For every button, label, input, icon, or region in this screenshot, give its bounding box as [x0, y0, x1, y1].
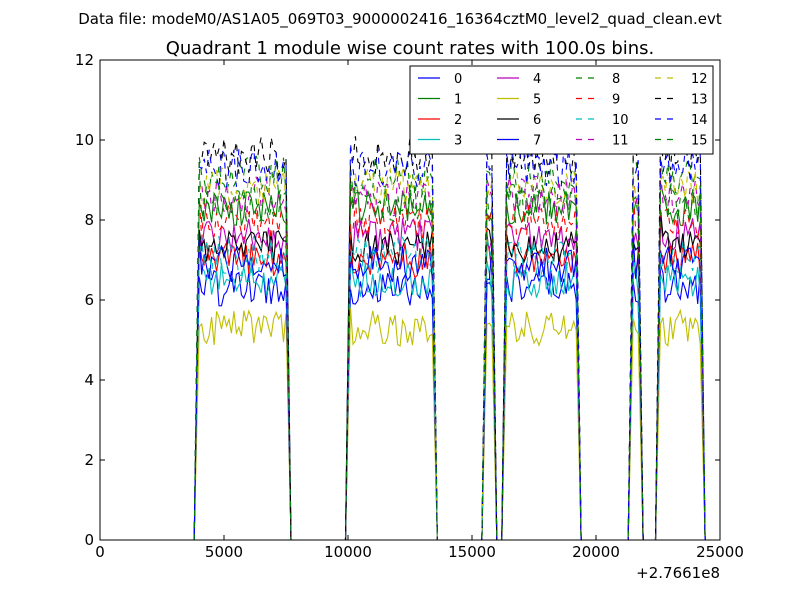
legend-label-6: 6	[533, 113, 541, 128]
y-tick-label: 2	[84, 451, 94, 469]
legend-label-10: 10	[612, 113, 629, 128]
series-line-10	[193, 235, 706, 540]
y-tick-label: 4	[84, 371, 94, 389]
y-tick-label: 12	[75, 51, 94, 69]
x-offset-label: +2.7661e8	[636, 564, 720, 582]
x-tick-label: 10000	[324, 543, 372, 561]
legend-label-15: 15	[691, 134, 708, 149]
y-tick-label: 0	[84, 531, 94, 549]
x-tick-label: 25000	[696, 543, 744, 561]
legend-label-11: 11	[612, 134, 629, 149]
legend-label-1: 1	[454, 93, 462, 108]
legend-label-13: 13	[691, 93, 708, 108]
series-line-14	[193, 143, 706, 540]
x-tick-label: 5000	[205, 543, 243, 561]
legend-label-9: 9	[612, 93, 620, 108]
chart-title: Quadrant 1 module wise count rates with …	[166, 38, 655, 59]
y-tick-label: 8	[84, 211, 94, 229]
legend-label-8: 8	[612, 72, 620, 87]
x-tick-label: 15000	[448, 543, 496, 561]
legend-box	[409, 65, 714, 155]
x-tick-label: 20000	[572, 543, 620, 561]
legend-label-2: 2	[454, 113, 462, 128]
y-tick-label: 10	[75, 131, 94, 149]
data-file-label: Data file: modeM0/AS1A05_069T03_90000024…	[78, 10, 722, 29]
series-layer	[193, 132, 706, 540]
legend-label-14: 14	[691, 113, 708, 128]
y-tick-label: 6	[84, 291, 94, 309]
legend-label-3: 3	[454, 134, 462, 149]
series-line-5	[193, 307, 706, 540]
legend-label-12: 12	[691, 72, 708, 87]
x-tick-label: 0	[95, 543, 105, 561]
plot-frame	[99, 59, 721, 541]
legend-label-0: 0	[454, 72, 462, 87]
series-line-12	[193, 167, 706, 540]
series-line-15	[193, 162, 706, 540]
legend-label-5: 5	[533, 93, 541, 108]
legend-label-4: 4	[533, 72, 541, 87]
legend-label-7: 7	[533, 134, 541, 149]
